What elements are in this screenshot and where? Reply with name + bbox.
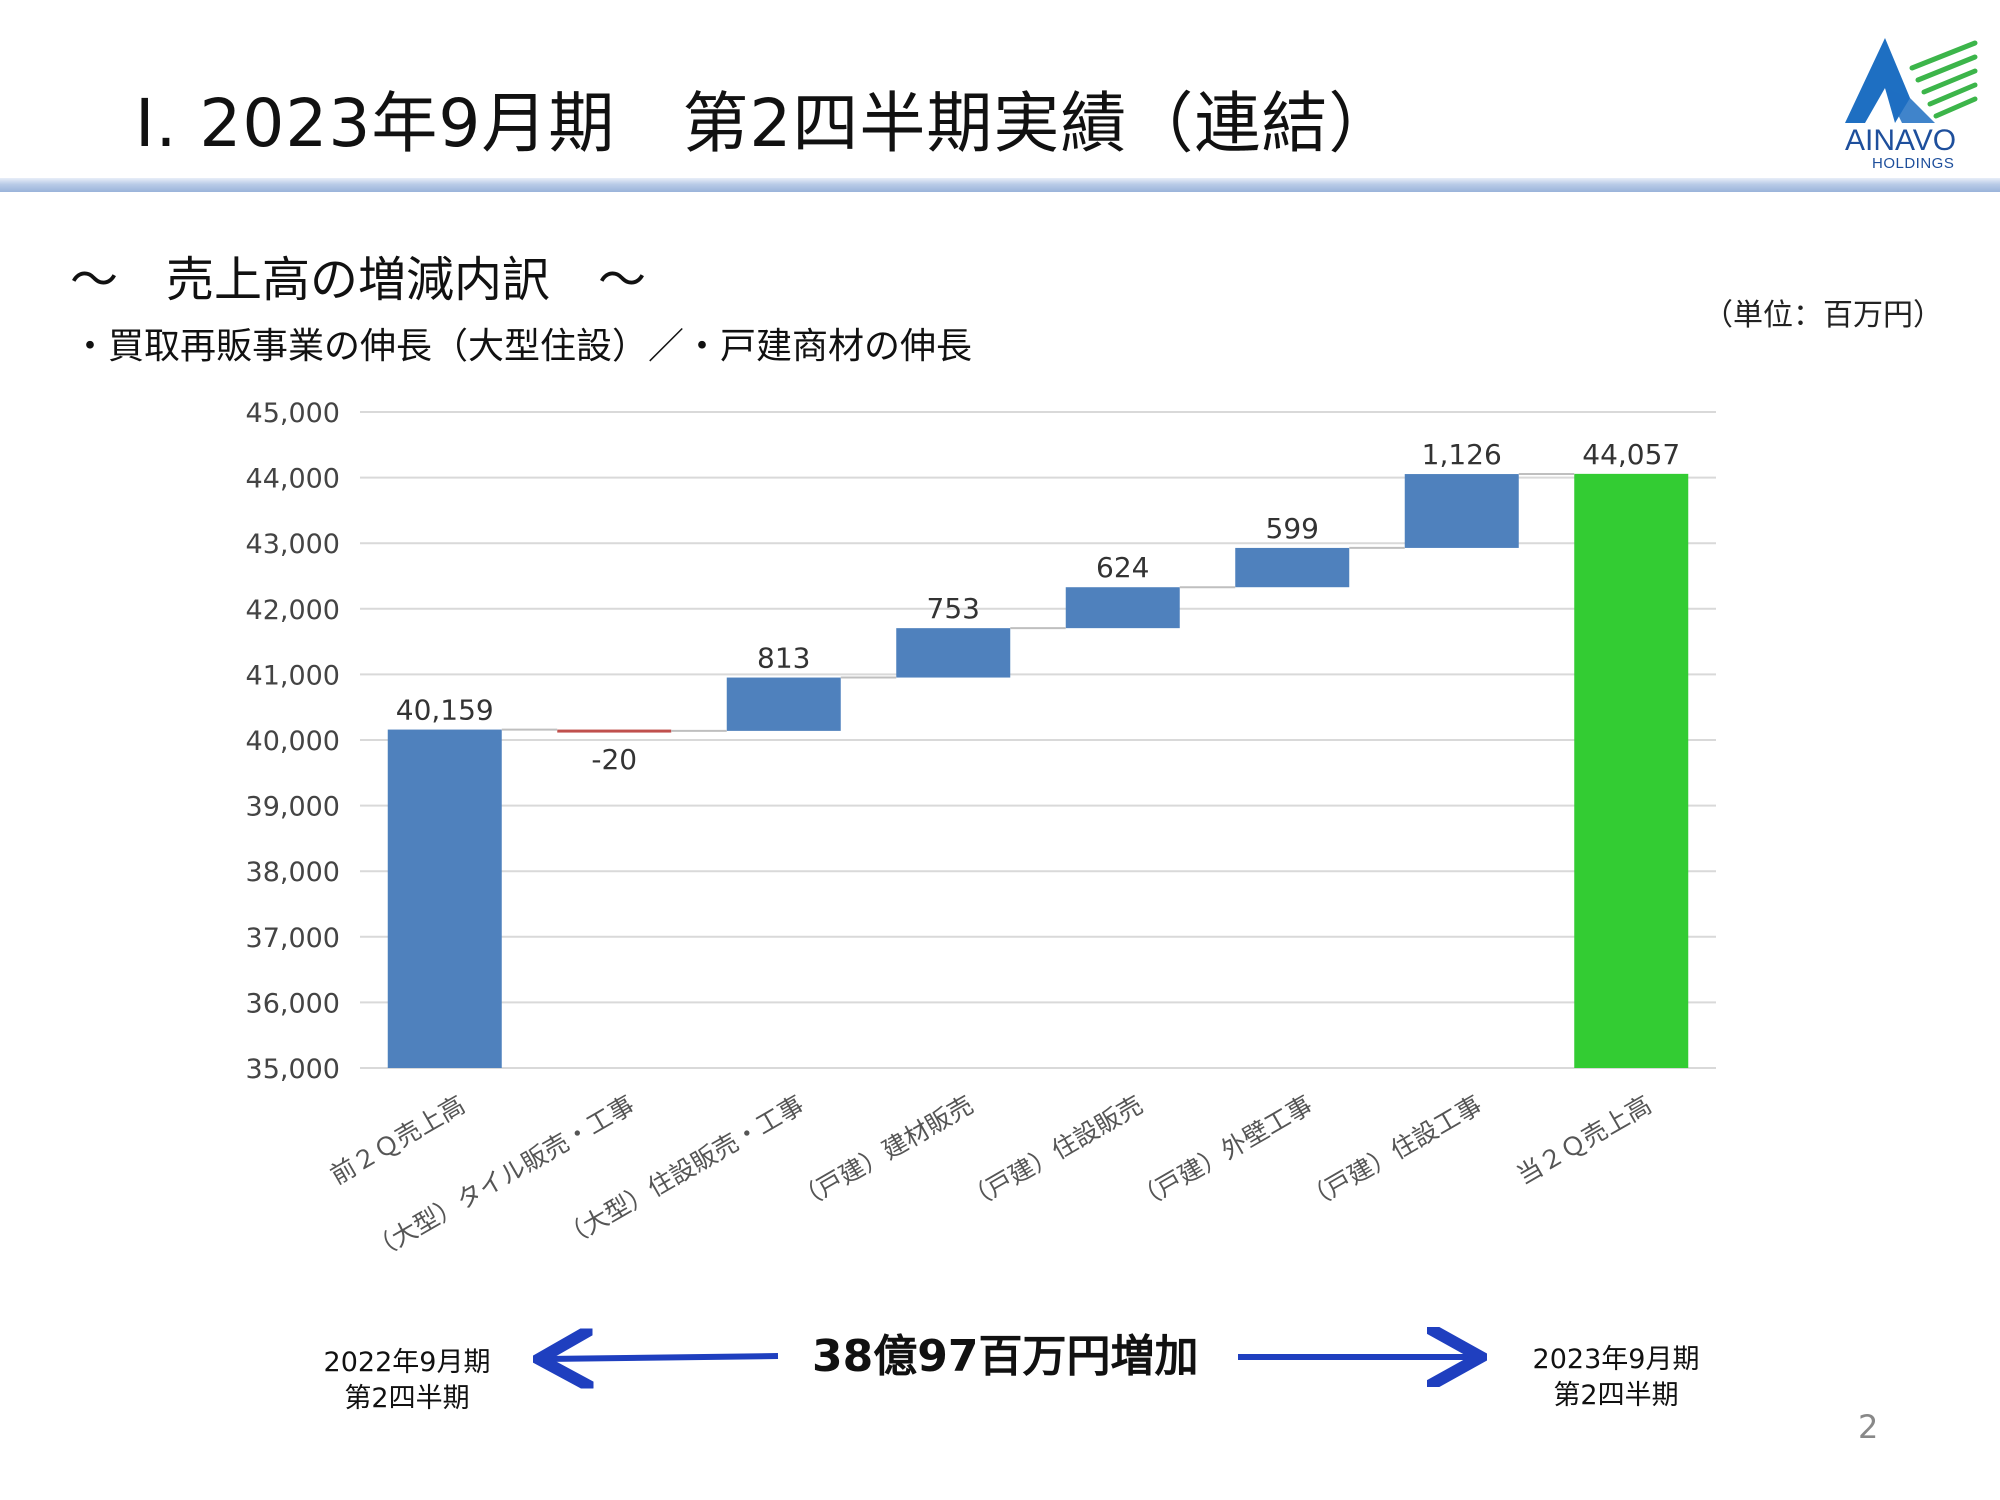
left-period-label: 2022年9月期 第2四半期	[297, 1345, 517, 1417]
y-tick-label: 37,000	[246, 923, 340, 954]
chart-bar	[1404, 474, 1519, 548]
increase-amount: 38億97百万円増加	[812, 1331, 1199, 1382]
data-label: 1,126	[1422, 438, 1502, 471]
slide-title: Ⅰ. 2023年9月期 第2四半期実績（連結）	[135, 85, 1396, 162]
waterfall-chart: 35,000 36,000 37,000 38,000 39,000 40,000 41,0…	[246, 398, 1716, 1260]
chart-bar	[896, 628, 1011, 678]
logo-name: AINAVO	[1845, 124, 1957, 157]
right-period-label: 2023年9月期 第2四半期	[1506, 1342, 1726, 1414]
data-label: 624	[1096, 551, 1149, 584]
left-arrow-icon	[545, 1356, 779, 1359]
chart-bar	[726, 677, 841, 731]
y-tick-label: 42,000	[246, 595, 340, 626]
y-tick-label: 45,000	[246, 398, 340, 429]
logo-sub: HOLDINGS	[1872, 155, 1955, 172]
page-number: 2	[1858, 1408, 1879, 1446]
y-tick-label: 40,000	[246, 726, 340, 757]
y-tick-label: 36,000	[246, 988, 340, 1019]
y-tick-label: 38,000	[246, 857, 340, 888]
chart-bar	[1235, 547, 1350, 588]
right-period-line2: 第2四半期	[1553, 1380, 1679, 1411]
left-period-line1: 2022年9月期	[323, 1347, 491, 1378]
chart-bar	[387, 729, 502, 1068]
data-label: 813	[757, 642, 810, 675]
y-tick-label: 35,000	[246, 1054, 340, 1085]
ainavo-logo-icon	[1845, 38, 1978, 123]
section-bullets: ・買取再販事業の伸長（大型住設）／・戸建商材の伸長	[72, 326, 973, 367]
left-period-line2: 第2四半期	[344, 1383, 470, 1414]
title-divider	[0, 178, 2000, 192]
section-subtitle: ～ 売上高の増減内訳 ～	[70, 252, 647, 308]
right-period-line1: 2023年9月期	[1532, 1344, 1700, 1375]
data-label: 599	[1266, 512, 1319, 545]
data-label: -20	[591, 743, 637, 776]
data-label: 40,159	[396, 694, 494, 727]
y-tick-label: 39,000	[246, 792, 340, 823]
y-tick-label: 43,000	[246, 529, 340, 560]
data-label: 44,057	[1582, 438, 1680, 471]
chart-bar	[557, 729, 672, 733]
chart-bar	[1574, 473, 1689, 1068]
chart-bar	[1065, 587, 1180, 629]
data-label: 753	[927, 592, 980, 625]
y-tick-label: 44,000	[246, 464, 340, 495]
unit-label: （単位：百万円）	[1703, 298, 1943, 333]
y-tick-label: 41,000	[246, 660, 340, 691]
